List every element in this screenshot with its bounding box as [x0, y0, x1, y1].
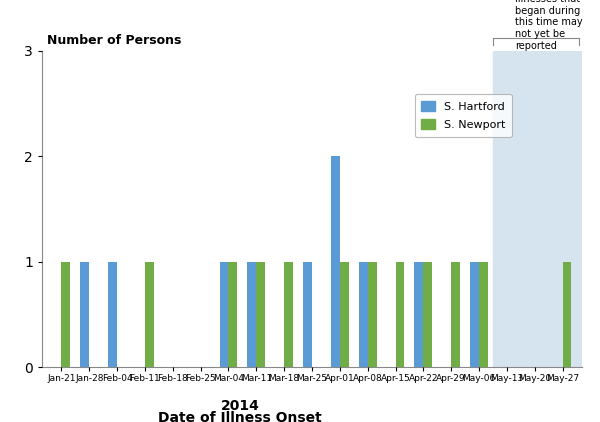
Bar [145, 262, 154, 367]
Text: 2014: 2014 [221, 399, 259, 413]
Bar [108, 262, 117, 367]
Bar [247, 262, 256, 367]
Bar [340, 262, 349, 367]
Bar [493, 51, 582, 367]
Bar [80, 262, 89, 367]
Bar [359, 262, 368, 367]
Legend: S. Hartford, S. Newport: S. Hartford, S. Newport [415, 94, 512, 137]
Bar [415, 262, 424, 367]
Bar [229, 262, 238, 367]
Text: Number of Persons: Number of Persons [47, 35, 182, 47]
Text: Illnesses that
began during
this time may
not yet be
reported: Illnesses that began during this time ma… [515, 0, 583, 51]
Bar [470, 262, 479, 367]
Bar [303, 262, 312, 367]
Bar [479, 262, 488, 367]
Bar [395, 262, 404, 367]
Bar [61, 262, 70, 367]
Bar [256, 262, 265, 367]
Text: Date of Illness Onset: Date of Illness Onset [158, 411, 322, 422]
Bar [424, 262, 432, 367]
Bar [220, 262, 229, 367]
Bar [368, 262, 377, 367]
Bar [284, 262, 293, 367]
Bar [563, 262, 571, 367]
Bar [451, 262, 460, 367]
Bar [331, 156, 340, 367]
